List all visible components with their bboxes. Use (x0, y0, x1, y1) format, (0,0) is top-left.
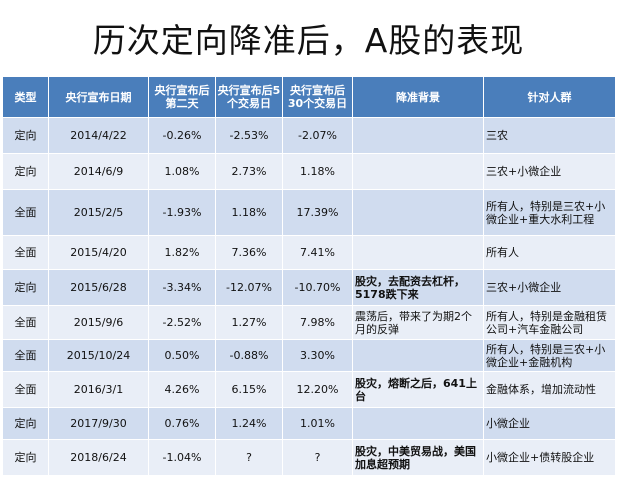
cell-d5: 2.73% (215, 153, 283, 190)
cell-d5: 1.24% (215, 407, 283, 440)
cell-d30: 1.01% (282, 407, 353, 440)
cell-background (352, 407, 484, 440)
cell-d2: -1.04% (148, 439, 216, 476)
cell-date: 2015/10/24 (48, 339, 149, 372)
cell-d2: 1.82% (148, 235, 216, 270)
table-row: 全面 2015/4/20 1.82% 7.36% 7.41% 所有人 (2, 235, 616, 270)
cell-type: 定向 (2, 269, 49, 306)
cell-background (352, 189, 484, 236)
cell-date: 2014/6/9 (48, 153, 149, 190)
cell-date: 2014/4/22 (48, 117, 149, 154)
cell-date: 2015/6/28 (48, 269, 149, 306)
cell-d30: -2.07% (282, 117, 353, 154)
table-header-row: 类型 央行宣布日期 央行宣布后第二天 央行宣布后5个交易日 央行宣布后30个交易… (2, 76, 616, 118)
header-background: 降准背景 (352, 76, 484, 118)
rrr-cut-table: 类型 央行宣布日期 央行宣布后第二天 央行宣布后5个交易日 央行宣布后30个交易… (2, 76, 616, 476)
cell-d5: ? (215, 439, 283, 476)
cell-type: 全面 (2, 371, 49, 408)
cell-d5: -0.88% (215, 339, 283, 372)
header-d5: 央行宣布后5个交易日 (215, 76, 283, 118)
header-d30: 央行宣布后30个交易日 (282, 76, 353, 118)
cell-target: 小微企业 (483, 407, 616, 440)
cell-type: 定向 (2, 153, 49, 190)
cell-d30: ? (282, 439, 353, 476)
table-row: 全面 2016/3/1 4.26% 6.15% 12.20% 股灾，熔断之后，6… (2, 371, 616, 408)
cell-d2: 4.26% (148, 371, 216, 408)
cell-background: 股灾，去配资去杠杆，5178跌下来 (352, 269, 484, 306)
cell-background (352, 117, 484, 154)
cell-date: 2015/2/5 (48, 189, 149, 236)
cell-type: 全面 (2, 235, 49, 270)
cell-target: 所有人 (483, 235, 616, 270)
cell-target: 三农+小微企业 (483, 153, 616, 190)
header-d2: 央行宣布后第二天 (148, 76, 216, 118)
table-row: 定向 2015/6/28 -3.34% -12.07% -10.70% 股灾，去… (2, 269, 616, 306)
cell-d2: 0.76% (148, 407, 216, 440)
header-date: 央行宣布日期 (48, 76, 149, 118)
cell-type: 定向 (2, 117, 49, 154)
cell-d2: 0.50% (148, 339, 216, 372)
cell-d30: -10.70% (282, 269, 353, 306)
table-row: 全面 2015/10/24 0.50% -0.88% 3.30% 所有人，特别是… (2, 339, 616, 372)
cell-target: 金融体系，增加流动性 (483, 371, 616, 408)
cell-target: 三农 (483, 117, 616, 154)
cell-type: 全面 (2, 305, 49, 340)
cell-date: 2017/9/30 (48, 407, 149, 440)
cell-d2: -1.93% (148, 189, 216, 236)
cell-target: 三农+小微企业 (483, 269, 616, 306)
table-row: 定向 2017/9/30 0.76% 1.24% 1.01% 小微企业 (2, 407, 616, 440)
cell-type: 定向 (2, 439, 49, 476)
cell-background: 股灾，中美贸易战，美国加息超预期 (352, 439, 484, 476)
cell-d5: 6.15% (215, 371, 283, 408)
cell-target: 所有人，特别是三农+小微企业+重大水利工程 (483, 189, 616, 236)
cell-type: 全面 (2, 189, 49, 236)
cell-date: 2018/6/24 (48, 439, 149, 476)
table-row: 定向 2014/6/9 1.08% 2.73% 1.18% 三农+小微企业 (2, 153, 616, 190)
cell-target: 所有人，特别是三农+小微企业+金融机构 (483, 339, 616, 372)
cell-d2: 1.08% (148, 153, 216, 190)
cell-date: 2016/3/1 (48, 371, 149, 408)
page-title: 历次定向降准后，A股的表现 (92, 21, 525, 60)
cell-d5: 7.36% (215, 235, 283, 270)
table-row: 定向 2014/4/22 -0.26% -2.53% -2.07% 三农 (2, 117, 616, 154)
table-row: 全面 2015/9/6 -2.52% 1.27% 7.98% 震荡后，带来了为期… (2, 305, 616, 340)
header-type: 类型 (2, 76, 49, 118)
cell-d30: 1.18% (282, 153, 353, 190)
cell-d30: 7.41% (282, 235, 353, 270)
cell-d5: -12.07% (215, 269, 283, 306)
header-target: 针对人群 (483, 76, 616, 118)
cell-d2: -3.34% (148, 269, 216, 306)
cell-background: 震荡后，带来了为期2个月的反弹 (352, 305, 484, 340)
table-row: 全面 2015/2/5 -1.93% 1.18% 17.39% 所有人，特别是三… (2, 189, 616, 236)
cell-d5: -2.53% (215, 117, 283, 154)
cell-target: 所有人，特别是金融租赁公司+汽车金融公司 (483, 305, 616, 340)
cell-date: 2015/4/20 (48, 235, 149, 270)
cell-type: 全面 (2, 339, 49, 372)
cell-d2: -0.26% (148, 117, 216, 154)
cell-target: 小微企业+债转股企业 (483, 439, 616, 476)
table-row: 定向 2018/6/24 -1.04% ? ? 股灾，中美贸易战，美国加息超预期… (2, 439, 616, 476)
cell-d30: 17.39% (282, 189, 353, 236)
cell-type: 定向 (2, 407, 49, 440)
cell-d30: 7.98% (282, 305, 353, 340)
cell-background: 股灾，熔断之后，641上台 (352, 371, 484, 408)
cell-background (352, 339, 484, 372)
cell-d2: -2.52% (148, 305, 216, 340)
cell-d30: 12.20% (282, 371, 353, 408)
cell-background (352, 153, 484, 190)
cell-date: 2015/9/6 (48, 305, 149, 340)
cell-background (352, 235, 484, 270)
cell-d30: 3.30% (282, 339, 353, 372)
cell-d5: 1.18% (215, 189, 283, 236)
cell-d5: 1.27% (215, 305, 283, 340)
